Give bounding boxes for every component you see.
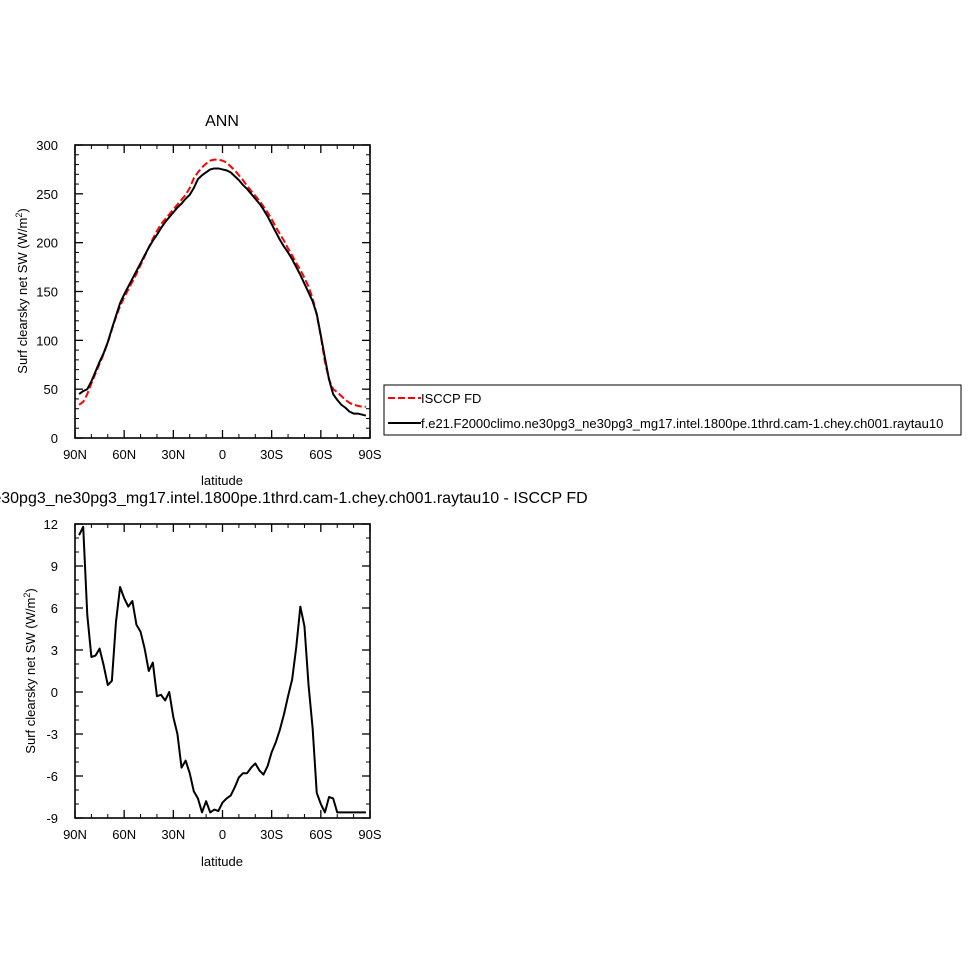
top-x-tick-label: 60N [112,447,136,462]
bottom-x-tick-label: 0 [219,827,226,842]
top-y-axis-label: Surf clearsky net SW (W/m2) [14,208,30,373]
bottom-y-axis-label-close: ) [23,588,38,592]
bottom-panel: f.e21.F2000climo.ne30pg3_ne30pg3_mg17.in… [0,490,588,869]
bottom-chart-title: f.e21.F2000climo.ne30pg3_ne30pg3_mg17.in… [0,490,588,507]
legend-label-isccp: ISCCP FD [421,391,481,406]
bottom-y-tick-label: 0 [51,685,58,700]
top-axis-ticks [74,144,371,439]
bottom-x-tick-label: 30N [161,827,185,842]
legend-box [383,384,962,436]
top-x-tick-label: 90N [63,447,87,462]
bottom-y-axis-label-sup: 2 [22,593,32,598]
bottom-y-axis-label: Surf clearsky net SW (W/m2) [22,588,38,753]
top-y-tick-label: 100 [36,333,58,348]
top-y-tick-label: 200 [36,236,58,251]
top-y-axis-label-sup: 2 [14,213,24,218]
top-x-axis-label: latitude [201,473,243,488]
bottom-series-group [78,525,366,814]
top-y-axis-label-main: Surf clearsky net SW (W/m [15,218,30,374]
top-chart-title: ANN [205,113,239,130]
top-y-axis-label-close: ) [15,208,30,212]
legend: ISCCP FD f.e21.F2000climo.ne30pg3_ne30pg… [383,384,962,436]
top-x-tick-label: 30S [260,447,283,462]
bottom-plot-frame [74,523,371,819]
bottom-y-tick-labels: -9 -6 -3 0 3 6 9 12 [44,517,58,826]
bottom-x-axis-label: latitude [201,854,243,869]
top-x-tick-label: 0 [219,447,226,462]
bottom-y-axis-label-main: Surf clearsky net SW (W/m [23,598,38,754]
bottom-y-tick-label: 9 [51,559,58,574]
top-y-tick-labels: 0 50 100 150 200 250 300 [36,138,58,446]
bottom-y-tick-label: 6 [51,601,58,616]
bottom-x-tick-labels: 90N 60N 30N 0 30S 60S 90S [63,827,382,842]
top-x-tick-label: 90S [358,447,381,462]
bottom-series-line-0 [78,525,366,814]
top-plot-frame [74,144,371,439]
top-x-tick-label: 30N [161,447,185,462]
top-y-tick-label: 150 [36,285,58,300]
top-y-tick-label: 0 [51,431,58,446]
bottom-x-tick-label: 30S [260,827,283,842]
bottom-x-tick-label: 90S [358,827,381,842]
bottom-y-tick-label: 12 [44,517,58,532]
legend-label-model: f.e21.F2000climo.ne30pg3_ne30pg3_mg17.in… [421,416,943,431]
bottom-x-tick-label: 60N [112,827,136,842]
top-x-tick-label: 60S [309,447,332,462]
bottom-x-tick-label: 90N [63,827,87,842]
top-series-line-0 [78,158,366,408]
bottom-y-tick-label: -3 [46,727,58,742]
bottom-axis-ticks [74,523,371,819]
bottom-y-tick-label: -9 [46,811,58,826]
top-series-line-1 [78,167,367,417]
bottom-x-tick-label: 60S [309,827,332,842]
top-y-tick-label: 300 [36,138,58,153]
top-y-tick-label: 250 [36,187,58,202]
bottom-y-tick-label: 3 [51,643,58,658]
top-y-tick-label: 50 [44,382,58,397]
top-series-group [78,158,367,417]
top-x-tick-labels: 90N 60N 30N 0 30S 60S 90S [63,447,382,462]
bottom-y-tick-label: -6 [46,769,58,784]
top-panel: ANN 90N 60N 30N 0 30S 60S 90S 0 50 100 150 200 250 3… [14,113,382,488]
